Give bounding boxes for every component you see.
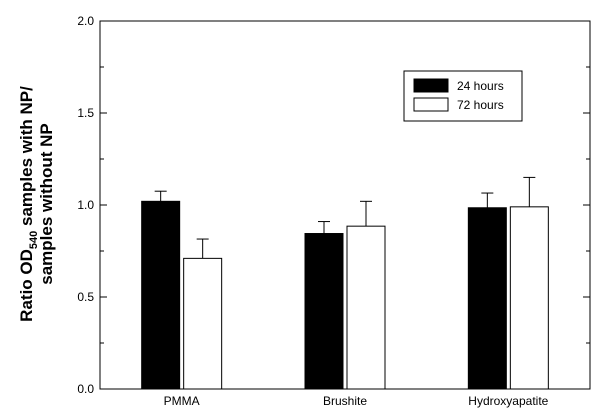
bar [509, 206, 549, 390]
bar [304, 233, 344, 390]
bar [467, 207, 507, 390]
legend: 24 hours 72 hours [403, 70, 523, 122]
x-category-label: Brushite [323, 394, 367, 408]
bar [141, 200, 181, 390]
y-tick-label: 2.0 [77, 14, 94, 28]
y-tick-label: 1.0 [77, 198, 94, 212]
x-category-label: PMMA [164, 394, 200, 408]
y-axis-label-line1: Ratio OD540 samples with NP/ [17, 86, 40, 322]
legend-swatch [413, 78, 449, 93]
x-category-label: Hydroxyapatite [468, 394, 548, 408]
y-axis-label-line2: samples without NP [37, 123, 56, 285]
y-tick-label: 0.5 [77, 290, 94, 304]
bar [346, 225, 386, 390]
y-tick-label: 1.5 [77, 106, 94, 120]
legend-swatch [413, 97, 449, 112]
legend-label: 72 hours [457, 98, 504, 112]
bar [183, 257, 223, 390]
y-tick-label: 0.0 [77, 382, 94, 396]
plot-area: 0.0 0.5 1.0 1.5 2.0 PMMA Brushite Hydroxyapatit… [77, 14, 591, 408]
legend-label: 24 hours [457, 79, 504, 93]
